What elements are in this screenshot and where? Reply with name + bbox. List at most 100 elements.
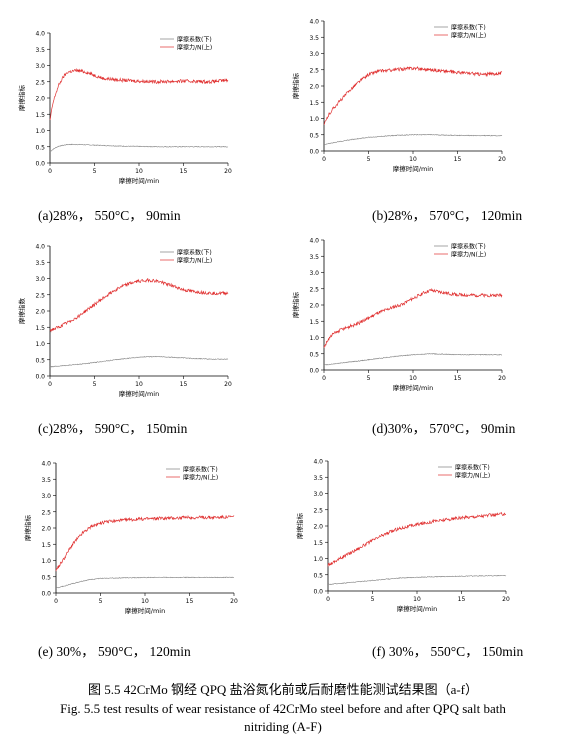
x-axis-label: 摩擦时间/min: [397, 604, 437, 613]
chart-e: 0.0 0.5 1.0 1.5 2.0 2.5 3.0 3.5 4.0 0 5 10 15 20 摩擦时间/…: [23, 461, 238, 616]
y-tick-label: 1.0: [313, 556, 323, 563]
x-tick-label: 15: [458, 596, 466, 603]
y-tick-label: 3.0: [35, 63, 45, 70]
x-tick-label: 0: [48, 168, 52, 175]
y-tick-label: 3.0: [309, 51, 319, 58]
y-tick-label: 4.0: [35, 244, 45, 251]
series-line-friction-force: [323, 287, 503, 348]
series-line-friction-coefficient: [327, 574, 507, 585]
x-tick-label: 0: [54, 598, 58, 605]
chart-f: 0.0 0.5 1.0 1.5 2.0 2.5 3.0 3.5 4.0 0 5 10 15 20 摩擦时间/…: [295, 459, 510, 614]
y-tick-label: 0.0: [35, 374, 45, 381]
y-tick-label: 1.5: [309, 319, 319, 326]
y-tick-label: 2.5: [309, 67, 319, 74]
x-tick-label: 0: [326, 596, 330, 603]
y-tick-label: 2.5: [41, 509, 51, 516]
y-tick-label: 1.0: [309, 116, 319, 123]
y-tick-label: 3.5: [309, 35, 319, 42]
y-tick-label: 2.5: [35, 79, 45, 86]
y-tick-label: 1.0: [35, 128, 45, 135]
y-axis-label: 摩擦指标: [23, 515, 32, 542]
series-line-friction-coefficient: [323, 353, 502, 366]
y-tick-label: 1.5: [309, 100, 319, 107]
x-tick-label: 20: [224, 381, 232, 388]
legend-label: 摩擦力/N(上): [451, 31, 486, 39]
series-line-friction-coefficient: [49, 143, 229, 152]
y-tick-label: 1.5: [35, 325, 45, 332]
y-tick-label: 4.0: [41, 461, 51, 468]
y-tick-label: 0.5: [41, 574, 51, 581]
x-tick-label: 15: [180, 381, 188, 388]
series-line-friction-force: [327, 511, 507, 567]
y-axis-label: 摩擦指标: [291, 73, 300, 100]
y-tick-label: 0.0: [35, 161, 45, 168]
chart-panel-b: 0.0 0.5 1.0 1.5 2.0 2.5 3.0 3.5 4.0 0 5 10 15 20 摩擦时间/…: [282, 13, 552, 223]
x-tick-label: 0: [322, 375, 326, 382]
caption-e: (e) 30%， 590°C， 120min: [38, 644, 191, 659]
x-tick-label: 20: [230, 598, 238, 605]
series-line-friction-coefficient: [323, 134, 503, 145]
series-line-friction-coefficient: [49, 355, 229, 368]
legend-label: 摩擦系数(下): [451, 23, 486, 31]
chart-d: 0.0 0.5 1.0 1.5 2.0 2.5 3.0 3.5 4.0 0 5 10 15 20 摩擦时间/…: [291, 238, 506, 393]
y-tick-label: 1.5: [41, 542, 51, 549]
x-tick-label: 5: [367, 375, 371, 382]
x-tick-label: 20: [498, 375, 506, 382]
x-tick-label: 5: [367, 156, 371, 163]
legend-label: 摩擦力/N(上): [455, 471, 490, 479]
y-tick-label: 4.0: [35, 31, 45, 38]
caption-c: (c)28%， 590°C， 150min: [38, 421, 188, 436]
legend-label: 摩擦系数(下): [183, 465, 218, 473]
y-tick-label: 0.5: [313, 572, 323, 579]
figure-caption-zh: 图 5.5 42CrMo 钢经 QPQ 盐浴氮化前或后耐磨性能测试结果图（a-f…: [88, 682, 478, 697]
x-tick-label: 15: [454, 375, 462, 382]
figure-caption-en-1: Fig. 5.5 test results of wear resistance…: [60, 701, 506, 716]
y-tick-label: 4.0: [309, 238, 319, 245]
x-tick-label: 5: [93, 381, 97, 388]
y-tick-label: 1.0: [35, 341, 45, 348]
x-tick-label: 5: [93, 168, 97, 175]
chart-panel-f: 0.0 0.5 1.0 1.5 2.0 2.5 3.0 3.5 4.0 0 5 10 15 20 摩擦时间/…: [286, 453, 556, 663]
x-axis-label: 摩擦时间/min: [393, 383, 433, 392]
y-tick-label: 2.5: [309, 286, 319, 293]
x-tick-label: 10: [135, 381, 143, 388]
y-tick-label: 0.5: [309, 351, 319, 358]
chart-panel-a: 0.0 0.5 1.0 1.5 2.0 2.5 3.0 3.5 4.0 0 5 10 15 20 摩擦时间/…: [8, 25, 278, 235]
x-tick-label: 15: [454, 156, 462, 163]
chart-panel-e: 0.0 0.5 1.0 1.5 2.0 2.5 3.0 3.5 4.0 0 5 10 15 20 摩擦时间/…: [14, 455, 284, 665]
caption-b: (b)28%， 570°C， 120min: [372, 208, 523, 223]
caption-a: (a)28%， 550°C， 90min: [38, 208, 181, 223]
legend-label: 摩擦力/N(上): [183, 473, 218, 481]
y-tick-label: 4.0: [313, 459, 323, 466]
y-tick-label: 3.0: [313, 491, 323, 498]
y-tick-label: 2.5: [313, 507, 323, 514]
y-tick-label: 1.0: [309, 335, 319, 342]
y-tick-label: 0.0: [41, 591, 51, 598]
y-tick-label: 3.5: [309, 254, 319, 261]
x-tick-label: 20: [498, 156, 506, 163]
x-tick-label: 0: [322, 156, 326, 163]
y-tick-label: 0.5: [309, 132, 319, 139]
x-tick-label: 10: [135, 168, 143, 175]
series-line-friction-force: [49, 278, 229, 333]
series-line-friction-force: [323, 66, 503, 125]
chart-b: 0.0 0.5 1.0 1.5 2.0 2.5 3.0 3.5 4.0 0 5 10 15 20 摩擦时间/…: [291, 19, 506, 174]
chart-c: 0.0 0.5 1.0 1.5 2.0 2.5 3.0 3.5 4.0 0 5 10 15 20 摩擦时间/…: [17, 244, 232, 399]
y-tick-label: 3.0: [35, 276, 45, 283]
y-axis-label: 摩擦指标: [291, 292, 300, 319]
y-tick-label: 0.0: [309, 149, 319, 156]
legend-label: 摩擦力/N(上): [451, 250, 486, 258]
series-line-friction-force: [49, 67, 229, 121]
y-axis-label: 摩擦指标: [295, 513, 304, 540]
x-tick-label: 10: [141, 598, 149, 605]
legend-label: 摩擦系数(下): [177, 35, 212, 43]
x-tick-label: 15: [186, 598, 194, 605]
figure-caption-en-2: nitriding (A-F): [244, 719, 322, 734]
x-axis-label: 摩擦时间/min: [125, 606, 165, 615]
chart-panel-c: 0.0 0.5 1.0 1.5 2.0 2.5 3.0 3.5 4.0 0 5 10 15 20 摩擦时间/…: [8, 238, 278, 448]
caption-d: (d)30%， 570°C， 90min: [372, 421, 516, 436]
x-tick-label: 0: [48, 381, 52, 388]
y-tick-label: 1.5: [313, 540, 323, 547]
x-tick-label: 5: [371, 596, 375, 603]
y-tick-label: 2.0: [41, 526, 51, 533]
